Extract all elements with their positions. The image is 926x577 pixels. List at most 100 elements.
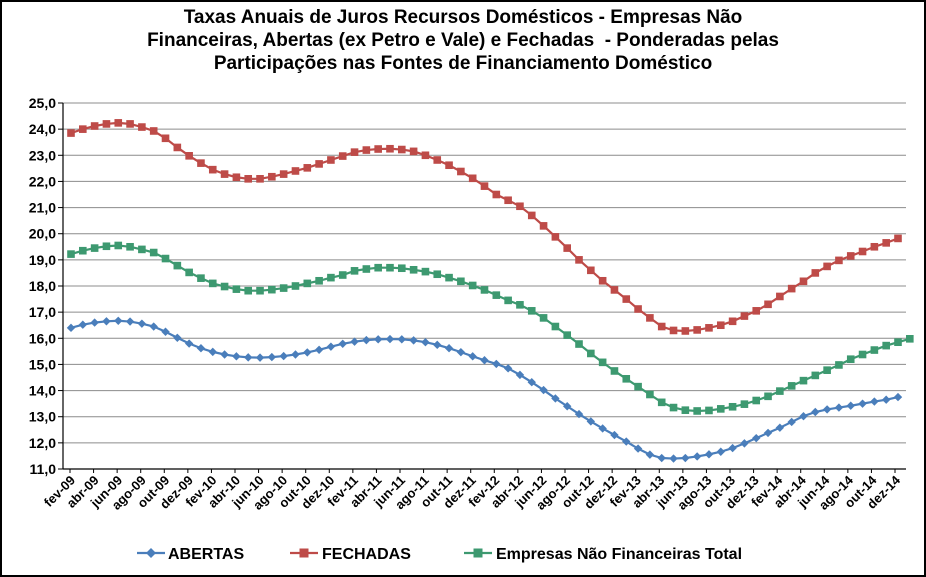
data-point bbox=[515, 370, 525, 380]
data-point bbox=[716, 321, 725, 330]
data-point bbox=[704, 450, 714, 459]
data-point bbox=[858, 350, 867, 359]
data-point bbox=[823, 366, 831, 374]
data-point bbox=[882, 341, 890, 350]
data-point bbox=[492, 291, 501, 299]
data-point bbox=[480, 356, 489, 365]
data-point bbox=[516, 301, 524, 309]
data-point bbox=[138, 245, 146, 254]
data-point bbox=[799, 376, 808, 385]
data-point bbox=[846, 252, 855, 260]
legend-label: ABERTAS bbox=[168, 546, 244, 563]
series-lines bbox=[66, 119, 914, 463]
y-tick-label: 11,0 bbox=[30, 461, 57, 477]
data-point bbox=[563, 244, 571, 252]
data-point bbox=[586, 417, 596, 426]
data-point bbox=[114, 316, 123, 325]
data-point bbox=[457, 277, 465, 286]
y-tick-label: 25,0 bbox=[29, 95, 56, 111]
y-tick-label: 17,0 bbox=[29, 304, 56, 320]
data-point bbox=[66, 323, 76, 333]
y-tick-label: 16,0 bbox=[29, 330, 56, 346]
data-point bbox=[598, 358, 607, 367]
data-point bbox=[587, 349, 595, 358]
data-point bbox=[90, 244, 99, 252]
y-tick-label: 12,0 bbox=[29, 435, 56, 451]
data-point bbox=[208, 279, 217, 288]
data-point bbox=[279, 351, 288, 361]
data-point bbox=[409, 265, 418, 274]
data-point bbox=[835, 256, 843, 265]
data-point bbox=[468, 281, 477, 290]
data-point bbox=[634, 382, 642, 391]
data-point bbox=[822, 405, 832, 414]
data-point bbox=[763, 428, 773, 438]
data-point bbox=[480, 286, 489, 294]
data-point bbox=[173, 143, 182, 152]
data-point bbox=[881, 395, 891, 404]
series-line bbox=[70, 121, 899, 333]
data-point bbox=[255, 353, 265, 362]
data-point bbox=[705, 406, 713, 415]
data-point bbox=[208, 165, 217, 174]
data-point bbox=[125, 317, 135, 326]
data-point bbox=[799, 277, 808, 286]
data-point bbox=[870, 397, 879, 406]
legend-item-2: FECHADAS bbox=[290, 546, 411, 563]
data-point bbox=[598, 424, 607, 433]
data-point bbox=[338, 271, 347, 279]
data-point bbox=[433, 270, 442, 279]
data-point bbox=[468, 174, 477, 183]
data-point bbox=[846, 401, 855, 410]
data-point bbox=[575, 256, 583, 264]
data-point bbox=[894, 338, 902, 347]
data-point bbox=[268, 285, 276, 294]
data-point bbox=[374, 145, 382, 153]
series-1 bbox=[66, 316, 903, 463]
data-point bbox=[126, 120, 134, 128]
series-line bbox=[70, 244, 911, 413]
data-point bbox=[823, 262, 831, 271]
data-point bbox=[433, 156, 442, 164]
data-point bbox=[362, 265, 371, 273]
data-point bbox=[740, 312, 749, 320]
data-point bbox=[527, 378, 536, 387]
data-point bbox=[90, 122, 99, 130]
data-point bbox=[291, 282, 300, 290]
data-point bbox=[752, 307, 761, 315]
series-3 bbox=[67, 241, 914, 415]
data-point bbox=[834, 403, 844, 412]
legend-item-1: ABERTAS bbox=[137, 546, 244, 563]
data-point bbox=[492, 190, 501, 199]
data-point bbox=[398, 145, 406, 154]
data-point bbox=[79, 125, 87, 133]
data-point bbox=[433, 340, 442, 350]
data-point bbox=[776, 387, 784, 395]
y-tick-label: 20,0 bbox=[29, 226, 56, 242]
data-point bbox=[220, 282, 229, 291]
x-tick-labels: fev-09abr-09jun-09ago-09out-09dez-09fev-… bbox=[41, 472, 904, 513]
data-point bbox=[657, 453, 666, 463]
y-tick-label: 18,0 bbox=[29, 278, 56, 294]
legend-label: Empresas Não Financeiras Total bbox=[496, 546, 742, 563]
data-point bbox=[67, 250, 75, 258]
data-point bbox=[882, 239, 890, 247]
data-point bbox=[421, 267, 430, 276]
data-point bbox=[551, 394, 560, 403]
data-point bbox=[303, 348, 312, 357]
data-point bbox=[303, 164, 312, 172]
data-point bbox=[444, 344, 454, 353]
data-point bbox=[776, 292, 784, 301]
data-point bbox=[740, 400, 749, 408]
data-point bbox=[102, 120, 111, 128]
data-point bbox=[752, 396, 761, 405]
data-point bbox=[184, 339, 194, 348]
data-point bbox=[161, 254, 170, 263]
data-point bbox=[114, 241, 123, 250]
data-point bbox=[445, 161, 453, 170]
data-point bbox=[220, 170, 229, 178]
data-point bbox=[279, 284, 288, 292]
data-point bbox=[173, 333, 182, 342]
y-tick-label: 23,0 bbox=[29, 147, 56, 163]
